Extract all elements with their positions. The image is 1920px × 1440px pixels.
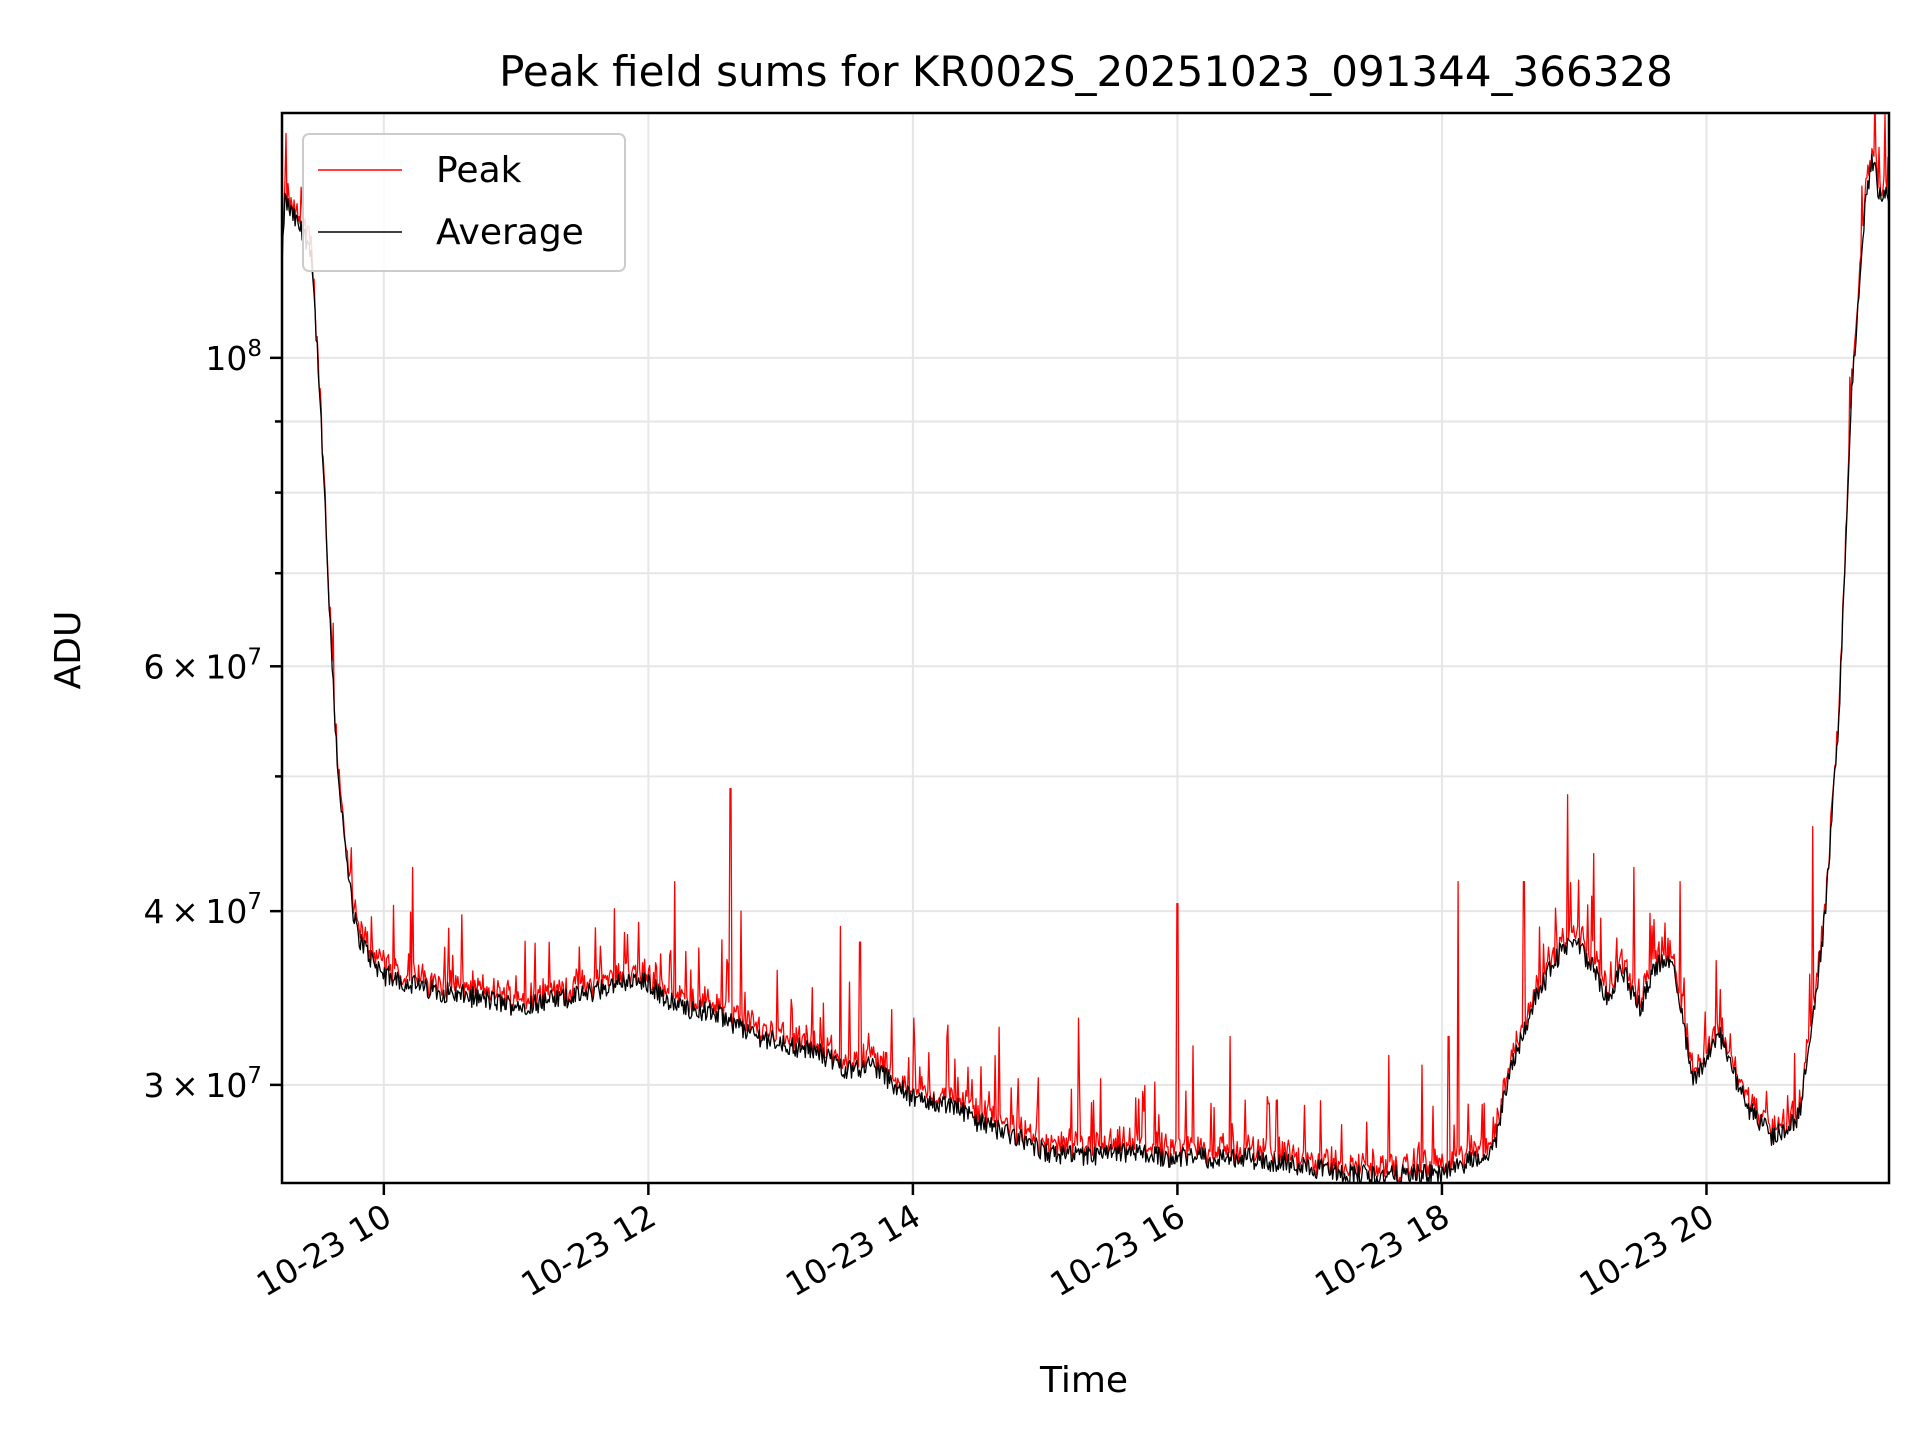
series-line-average: [282, 153, 1889, 1183]
y-tick-label: 6 × 107: [144, 644, 262, 686]
legend-label-average: Average: [436, 212, 584, 253]
grid: [282, 113, 1889, 1183]
y-tick-label: 3 × 107: [144, 1063, 262, 1105]
legend-label-peak: Peak: [436, 150, 522, 191]
y-axis: 3 × 107 4 × 107 6 × 107 108: [144, 336, 282, 1105]
axes-frame: [280, 111, 1891, 1185]
legend: Peak Average: [302, 133, 626, 272]
series-line-peak: [282, 113, 1889, 1183]
y-tick-label: 108: [205, 336, 262, 378]
y-tick-label: 4 × 107: [144, 889, 262, 931]
legend-box: [302, 133, 626, 272]
y-axis-label: ADU: [48, 611, 89, 690]
x-axis-label: Time: [1039, 1360, 1128, 1401]
chart-title: Peak field sums for KR002S_20251023_0913…: [499, 47, 1673, 96]
plot-area: [282, 113, 1889, 1183]
